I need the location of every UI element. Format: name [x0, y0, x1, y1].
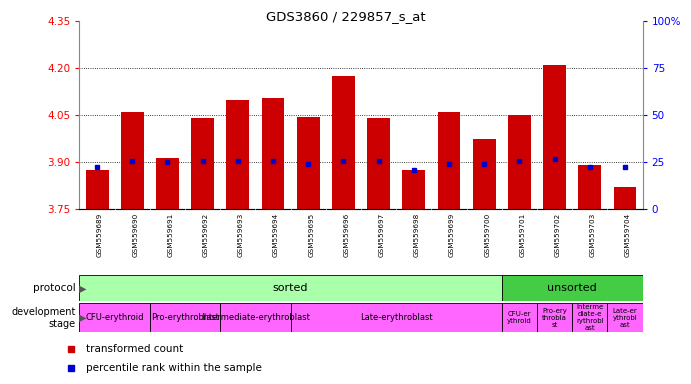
Text: Intermediate-erythroblast: Intermediate-erythroblast	[201, 313, 310, 322]
Bar	[121, 112, 144, 209]
Bar	[508, 115, 531, 209]
Text: GDS3860 / 229857_s_at: GDS3860 / 229857_s_at	[265, 10, 426, 23]
Text: development
stage: development stage	[12, 306, 76, 329]
Text: GSM559696: GSM559696	[343, 212, 350, 257]
Text: transformed count: transformed count	[86, 344, 183, 354]
Bar	[473, 139, 495, 209]
Bar	[79, 275, 502, 301]
Text: GSM559699: GSM559699	[449, 212, 455, 257]
Text: GSM559697: GSM559697	[379, 212, 385, 257]
Bar	[262, 98, 285, 209]
Text: ▶: ▶	[79, 283, 87, 293]
Text: sorted: sorted	[273, 283, 308, 293]
Bar	[607, 303, 643, 332]
Bar	[502, 303, 537, 332]
Text: GSM559698: GSM559698	[414, 212, 420, 257]
Text: ▶: ▶	[79, 313, 87, 323]
Bar	[614, 187, 636, 209]
Bar	[227, 99, 249, 209]
Text: GSM559691: GSM559691	[167, 212, 173, 257]
Text: unsorted: unsorted	[547, 283, 597, 293]
Bar	[437, 112, 460, 209]
Text: GSM559695: GSM559695	[308, 212, 314, 257]
Text: Pro-erythroblast: Pro-erythroblast	[151, 313, 219, 322]
Text: GSM559701: GSM559701	[520, 212, 525, 257]
Text: Late-er
ythrobl
ast: Late-er ythrobl ast	[613, 308, 637, 328]
Bar	[543, 65, 566, 209]
Bar	[191, 118, 214, 209]
Text: Late-erythroblast: Late-erythroblast	[360, 313, 433, 322]
Text: GSM559693: GSM559693	[238, 212, 244, 257]
Text: GSM559704: GSM559704	[625, 212, 631, 257]
Text: CFU-erythroid: CFU-erythroid	[86, 313, 144, 322]
Text: Interme
diate-e
rythrobl
ast: Interme diate-e rythrobl ast	[576, 304, 604, 331]
Bar	[297, 117, 320, 209]
Bar	[502, 275, 643, 301]
Text: CFU-er
ythroid: CFU-er ythroid	[507, 311, 532, 324]
Text: GSM559694: GSM559694	[273, 212, 279, 257]
Text: GSM559692: GSM559692	[202, 212, 209, 257]
Text: GSM559690: GSM559690	[132, 212, 138, 257]
Bar	[79, 303, 150, 332]
Bar	[220, 303, 291, 332]
Bar	[150, 303, 220, 332]
Text: GSM559703: GSM559703	[590, 212, 596, 257]
Text: percentile rank within the sample: percentile rank within the sample	[86, 363, 262, 373]
Bar	[86, 170, 108, 209]
Bar	[578, 166, 601, 209]
Text: GSM559689: GSM559689	[97, 212, 103, 257]
Bar	[156, 157, 179, 209]
Text: protocol: protocol	[33, 283, 76, 293]
Bar	[402, 170, 425, 209]
Text: Pro-ery
throbla
st: Pro-ery throbla st	[542, 308, 567, 328]
Text: GSM559702: GSM559702	[555, 212, 560, 257]
Text: GSM559700: GSM559700	[484, 212, 490, 257]
Bar	[291, 303, 502, 332]
Bar	[367, 118, 390, 209]
Bar	[537, 303, 572, 332]
Bar	[572, 303, 607, 332]
Bar	[332, 76, 355, 209]
